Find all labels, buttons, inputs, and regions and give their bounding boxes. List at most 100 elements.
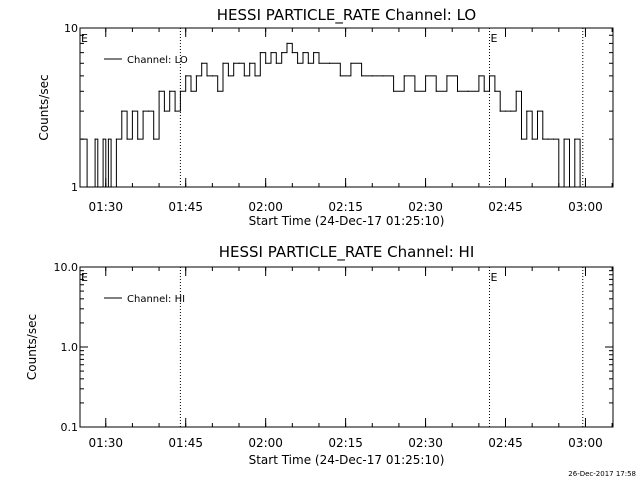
data-point [158, 90, 160, 92]
x-tick-label: 02:00 [248, 200, 283, 214]
data-point [238, 62, 240, 64]
data-point [107, 138, 110, 140]
chart-title: HESSI PARTICLE_RATE Channel: HI [219, 243, 475, 262]
data-point [297, 62, 299, 64]
data-point [201, 62, 203, 64]
y-tick-label: 10.0 [54, 261, 79, 274]
data-point [478, 75, 480, 77]
data-point [270, 52, 272, 54]
data-point [86, 186, 88, 188]
data-point [392, 90, 395, 92]
event-marker: E [491, 271, 498, 284]
data-point [254, 75, 256, 77]
data-point [153, 138, 155, 140]
data-point [121, 110, 123, 112]
x-tick-label: 01:30 [88, 436, 123, 450]
data-point [217, 90, 219, 92]
y-tick-label: 1.0 [61, 341, 79, 354]
footer-timestamp: 26-Dec-2017 17:58 [568, 470, 636, 478]
data-point [435, 90, 437, 92]
data-point [259, 52, 261, 54]
x-tick-label: 01:30 [88, 200, 123, 214]
data-point [414, 90, 416, 92]
data-point [131, 110, 134, 112]
data-point [291, 52, 293, 54]
x-tick-label: 02:30 [408, 200, 443, 214]
data-point [552, 138, 555, 140]
data-point [206, 75, 208, 77]
data-point [249, 62, 251, 64]
data-point [483, 90, 485, 92]
x-tick-label: 01:45 [168, 200, 203, 214]
data-point [174, 110, 176, 112]
data-point [163, 110, 165, 112]
data-point [520, 138, 523, 140]
x-tick-label: 02:30 [408, 436, 443, 450]
event-marker: E [81, 271, 88, 284]
series-line [81, 42, 584, 188]
plot-frame [79, 266, 614, 428]
data-point [102, 138, 104, 140]
x-tick-label: 02:45 [488, 436, 523, 450]
data-point [126, 138, 128, 140]
data-point [233, 62, 235, 64]
data-point [307, 62, 309, 64]
data-point [339, 75, 341, 77]
data-point [110, 186, 112, 188]
data-point [510, 110, 512, 112]
data-point [91, 186, 94, 188]
data-point [579, 186, 581, 188]
legend-label: Channel: HI [127, 294, 185, 305]
data-point [542, 138, 544, 140]
data-point [222, 62, 224, 64]
x-tick-label: 01:45 [168, 436, 203, 450]
data-point [446, 75, 448, 77]
data-point [526, 110, 528, 112]
data-point [494, 90, 496, 92]
event-marker: E [81, 32, 88, 45]
data-point [195, 75, 197, 77]
data-point [137, 138, 139, 140]
data-point [99, 186, 102, 188]
x-axis-label: Start Time (24-Dec-17 01:25:10) [249, 214, 445, 228]
x-tick-label: 03:00 [568, 436, 603, 450]
data-point [281, 52, 283, 54]
chart-title: HESSI PARTICLE_RATE Channel: LO [217, 6, 476, 25]
data-point [583, 186, 585, 188]
data-point [515, 90, 517, 92]
data-point [499, 110, 501, 112]
data-point [488, 75, 491, 77]
data-point [97, 186, 99, 188]
data-point [382, 75, 384, 77]
panel-lo: HESSI PARTICLE_RATE Channel: LO 1 10 Counts… [37, 6, 614, 228]
data-point [211, 75, 213, 77]
y-tick-label: 10 [64, 22, 78, 35]
y-tick-label: 1 [71, 181, 78, 194]
x-tick-label: 02:00 [248, 436, 283, 450]
data-point [94, 138, 96, 140]
data-point [318, 62, 320, 64]
data-point [558, 186, 560, 188]
data-point [403, 75, 405, 77]
data-point [329, 62, 331, 64]
y-tick-label: 0.1 [61, 421, 79, 434]
event-marker: E [491, 32, 498, 45]
x-axis-label: Start Time (24-Dec-17 01:25:10) [249, 453, 445, 467]
x-tick-label: 02:15 [328, 200, 363, 214]
data-point [547, 138, 549, 140]
data-point [190, 90, 192, 92]
data-point [313, 52, 315, 54]
data-point [504, 110, 507, 112]
data-point [105, 186, 107, 188]
panel-hi: HESSI PARTICLE_RATE Channel: HI 0.1 1.0 10.… [25, 243, 614, 467]
data-point [265, 62, 267, 64]
x-tick-label: 02:45 [488, 200, 523, 214]
x-tick-label: 03:00 [568, 200, 603, 214]
data-point [361, 75, 363, 77]
data-point [531, 138, 533, 140]
data-point [227, 75, 229, 77]
y-axis-label: Counts/sec [37, 74, 51, 140]
legend-label: Channel: LO [127, 55, 188, 66]
data-point [424, 75, 427, 77]
